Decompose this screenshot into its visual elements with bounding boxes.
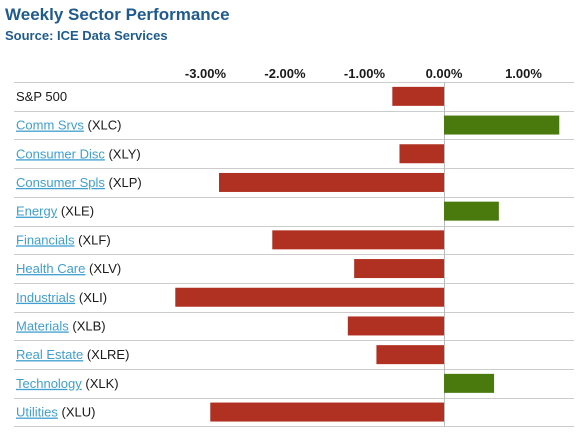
ticker-symbol: (XLE) <box>57 204 94 219</box>
bar <box>444 201 499 221</box>
bar <box>347 316 444 336</box>
sector-link-label[interactable]: Real Estate (XLRE) <box>16 347 129 362</box>
index-label: S&P 500 <box>16 89 67 104</box>
sector-link[interactable]: Materials <box>16 318 69 333</box>
sector-link-label[interactable]: Utilities (XLU) <box>16 405 95 420</box>
bar <box>272 230 444 250</box>
x-tick-label: 1.00% <box>505 66 542 81</box>
ticker-symbol: (XLI) <box>75 290 107 305</box>
sector-link-label[interactable]: Energy (XLE) <box>16 204 94 219</box>
sector-link-label[interactable]: Technology (XLK) <box>16 376 119 391</box>
ticker-symbol: (XLB) <box>69 318 106 333</box>
chart-subtitle: Source: ICE Data Services <box>5 28 168 43</box>
sector-link[interactable]: Health Care <box>16 261 85 276</box>
bar <box>210 402 444 422</box>
sector-link-label[interactable]: Health Care (XLV) <box>16 261 121 276</box>
bar <box>175 287 445 307</box>
x-tick-label: 0.00% <box>426 66 463 81</box>
sector-link[interactable]: Real Estate <box>16 347 83 362</box>
chart-title: Weekly Sector Performance <box>5 5 230 24</box>
ticker-symbol: (XLK) <box>82 376 119 391</box>
sector-link[interactable]: Energy <box>16 204 58 219</box>
sector-link-label[interactable]: Comm Srvs (XLC) <box>16 118 121 133</box>
bar <box>399 144 444 164</box>
bar <box>444 373 495 393</box>
ticker-symbol: (XLC) <box>84 118 122 133</box>
sector-link[interactable]: Financials <box>16 232 75 247</box>
bar <box>392 86 444 106</box>
sector-link-label[interactable]: Financials (XLF) <box>16 232 111 247</box>
sector-link-label[interactable]: Consumer Spls (XLP) <box>16 175 142 190</box>
sector-link[interactable]: Comm Srvs <box>16 118 84 133</box>
sector-link-label[interactable]: Industrials (XLI) <box>16 290 107 305</box>
x-tick-label: -1.00% <box>344 66 386 81</box>
x-tick-label: -3.00% <box>185 66 227 81</box>
bar <box>354 259 444 279</box>
ticker-symbol: (XLF) <box>75 232 111 247</box>
sector-link[interactable]: Utilities <box>16 405 58 420</box>
ticker-symbol: (XLP) <box>105 175 142 190</box>
ticker-symbol: (XLY) <box>105 146 141 161</box>
sector-link[interactable]: Technology <box>16 376 82 391</box>
sector-link[interactable]: Consumer Spls <box>16 175 105 190</box>
bar <box>444 115 560 135</box>
ticker-symbol: (XLU) <box>58 405 96 420</box>
sector-link[interactable]: Consumer Disc <box>16 146 105 161</box>
sector-link-label[interactable]: Materials (XLB) <box>16 318 106 333</box>
bar <box>376 345 444 365</box>
x-tick-label: -2.00% <box>264 66 306 81</box>
ticker-symbol: (XLRE) <box>83 347 129 362</box>
bar <box>219 172 444 192</box>
sector-link-label[interactable]: Consumer Disc (XLY) <box>16 146 141 161</box>
sector-name: S&P 500 <box>16 89 67 104</box>
ticker-symbol: (XLV) <box>85 261 121 276</box>
sector-link[interactable]: Industrials <box>16 290 76 305</box>
